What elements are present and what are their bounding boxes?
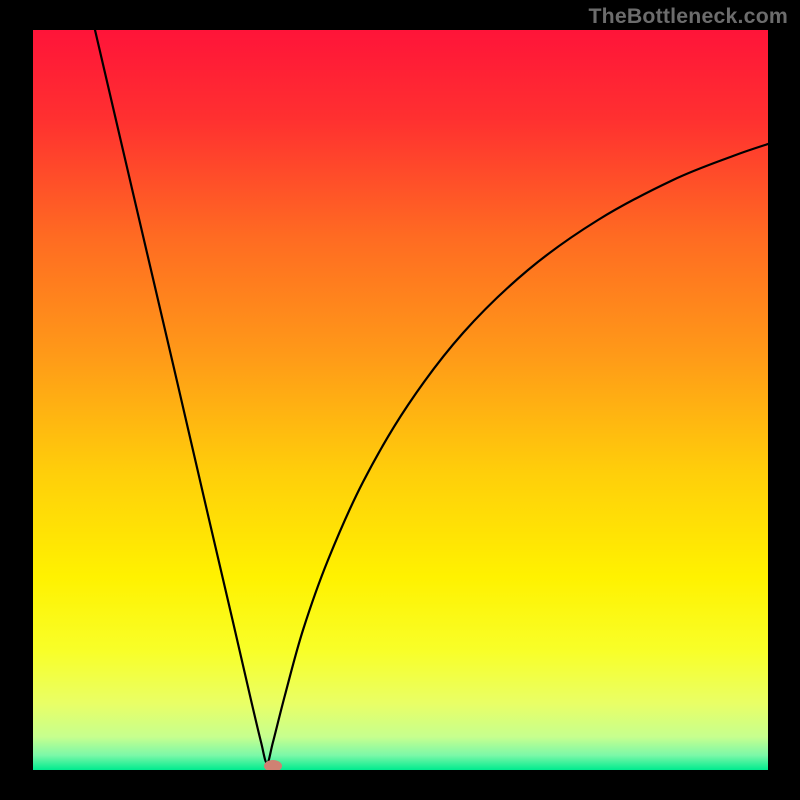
bottleneck-chart (33, 30, 768, 770)
watermark-text: TheBottleneck.com (588, 4, 788, 29)
chart-stage: TheBottleneck.com (0, 0, 800, 800)
plot-background (33, 30, 768, 770)
